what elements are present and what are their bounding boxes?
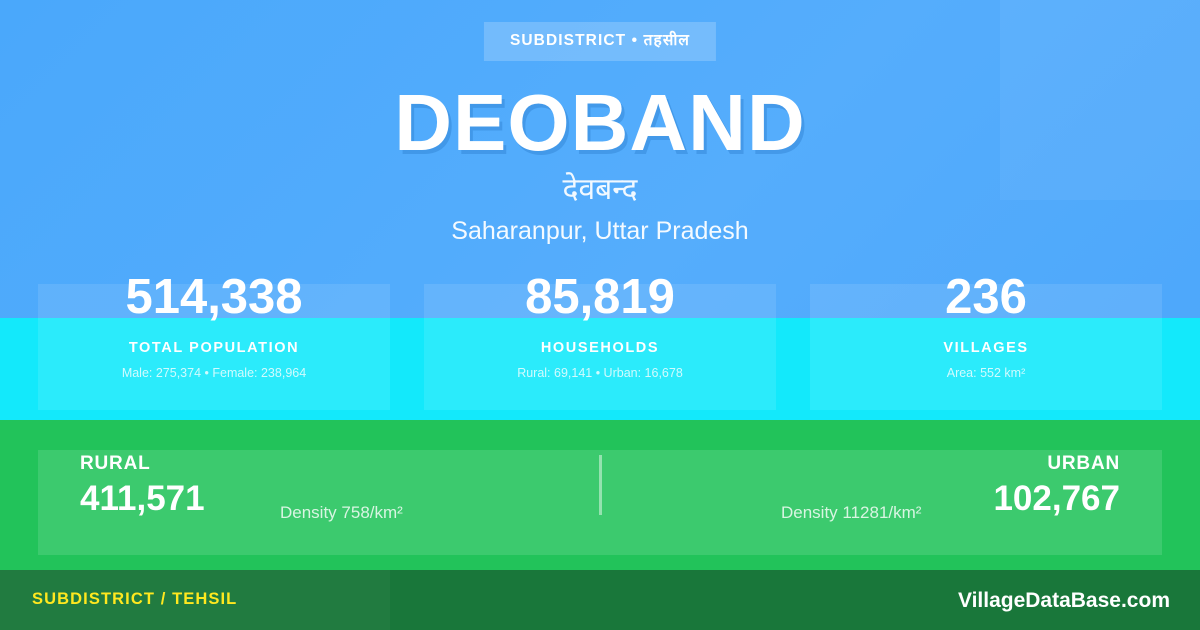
page-title: DEOBAND (394, 78, 806, 167)
stats-row: 514,338 TOTAL POPULATION Male: 275,374 •… (0, 270, 1200, 410)
stat-sublabel: Rural: 69,141 • Urban: 16,678 (517, 366, 683, 380)
urban-density: Density 11281/km² (781, 503, 922, 522)
location-subtitle: Saharanpur, Uttar Pradesh (451, 217, 749, 245)
stat-label: TOTAL POPULATION (128, 340, 300, 356)
rural-density: Density 758/km² (280, 503, 403, 522)
stat-card-total-population: 514,338 TOTAL POPULATION Male: 275,374 •… (38, 270, 390, 410)
stat-sublabel: Male: 275,374 • Female: 238,964 (121, 366, 307, 380)
stat-card-villages: 236 VILLAGES Area: 552 km² (810, 270, 1162, 410)
rural-label: RURAL (80, 453, 151, 474)
stat-value: 236 (945, 270, 1027, 324)
cyan-band (0, 318, 1200, 420)
rural-urban-section (0, 420, 1200, 570)
hero-section: SUBDISTRICT • तहसील DEOBAND देवबन्द Saha… (394, 22, 806, 245)
stat-label: HOUSEHOLDS (540, 340, 660, 356)
rural-value: 411,571 (80, 478, 205, 518)
page-title-native: देवबन्द (562, 173, 638, 206)
stat-card-households: 85,819 HOUSEHOLDS Rural: 69,141 • Urban:… (424, 270, 776, 410)
urban-block: URBAN 102,767 (680, 452, 1160, 520)
rural-block: RURAL 411,571 (40, 452, 520, 520)
urban-value: 102,767 (993, 478, 1120, 518)
rural-urban-divider (599, 455, 602, 515)
subdistrict-badge: SUBDISTRICT • तहसील (483, 22, 717, 61)
footer-site-name[interactable]: VillageDataBase.com (957, 589, 1170, 612)
footer: SUBDISTRICT / TEHSIL VillageDataBase.com (0, 570, 1200, 630)
urban-label: URBAN (1047, 453, 1120, 474)
stat-value: 514,338 (125, 270, 303, 324)
rural-urban-panel (38, 450, 1162, 555)
stat-value: 85,819 (525, 270, 675, 324)
stat-sublabel: Area: 552 km² (946, 366, 1026, 380)
footer-category-label: SUBDISTRICT / TEHSIL (32, 590, 238, 608)
stat-label: VILLAGES (943, 340, 1029, 356)
